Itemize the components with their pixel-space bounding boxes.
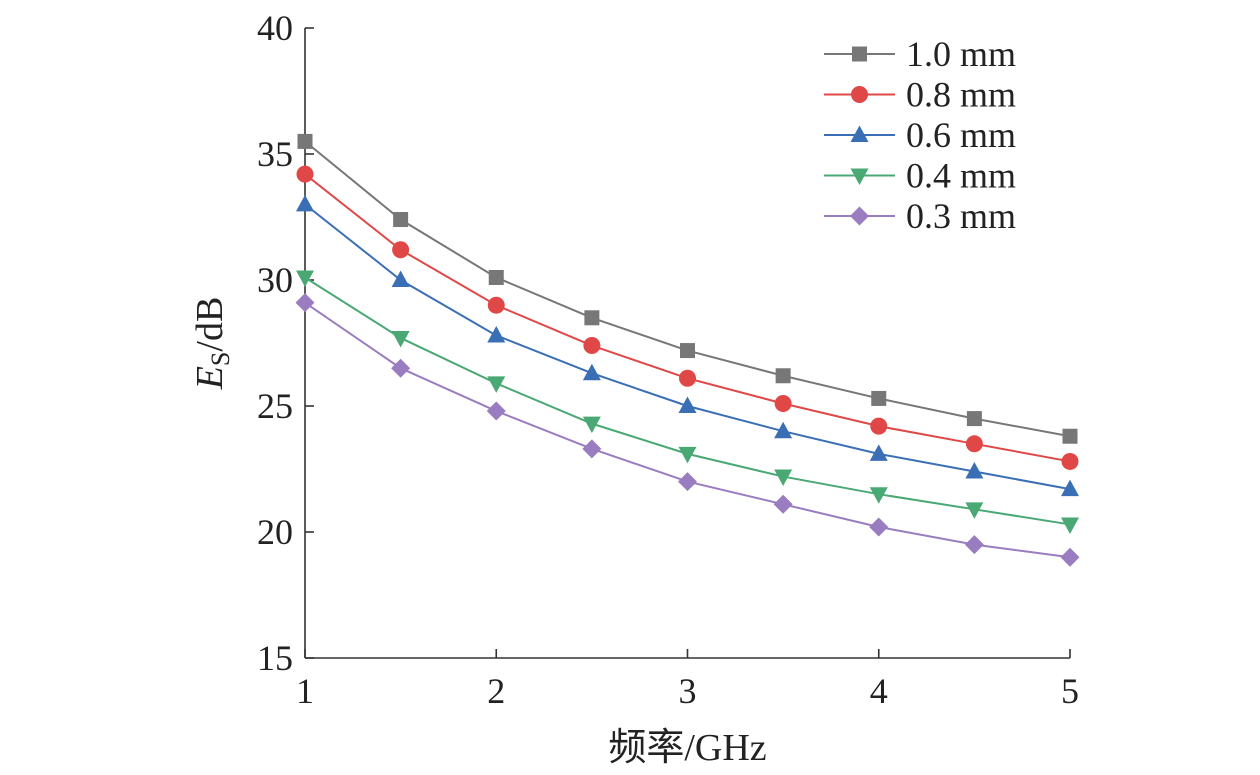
legend-marker bbox=[850, 168, 869, 185]
data-point bbox=[582, 363, 601, 381]
y-axis-title-unit: /dB bbox=[189, 297, 231, 352]
legend-label: 0.4 mm bbox=[906, 156, 1016, 196]
data-point bbox=[774, 469, 793, 487]
data-point bbox=[584, 310, 600, 326]
legend-item: 0.6 mm bbox=[824, 115, 1016, 155]
data-point bbox=[295, 293, 315, 313]
data-point bbox=[487, 296, 505, 314]
legend-marker bbox=[850, 206, 869, 226]
data-point bbox=[297, 133, 313, 149]
series-circle bbox=[296, 165, 1079, 470]
data-point bbox=[1061, 479, 1079, 497]
legend-marker bbox=[852, 46, 867, 62]
series-diamond bbox=[295, 293, 1080, 567]
data-point bbox=[582, 416, 601, 434]
legend-marker bbox=[850, 125, 869, 142]
data-point bbox=[871, 390, 887, 406]
data-point bbox=[582, 439, 602, 459]
y-axis-ticks: 15 20 25 30 35 40 bbox=[257, 8, 314, 678]
data-point bbox=[869, 444, 888, 461]
legend-item: 0.4 mm bbox=[824, 156, 1016, 196]
x-tick-label: 1 bbox=[296, 671, 314, 711]
legend: 1.0 mm0.8 mm0.6 mm0.4 mm0.3 mm bbox=[824, 34, 1016, 236]
data-point bbox=[773, 494, 793, 514]
data-point bbox=[1061, 452, 1079, 470]
data-point bbox=[1061, 517, 1079, 534]
x-axis-ticks: 1 2 3 4 5 bbox=[296, 649, 1079, 711]
data-point bbox=[1060, 547, 1080, 567]
data-point bbox=[965, 502, 984, 519]
series-layer bbox=[295, 133, 1080, 567]
data-point bbox=[487, 325, 506, 343]
data-point bbox=[870, 417, 888, 435]
x-tick-label: 4 bbox=[870, 671, 888, 711]
series-triangle-up bbox=[296, 194, 1079, 497]
legend-label: 0.3 mm bbox=[906, 196, 1016, 236]
data-point bbox=[486, 401, 506, 421]
data-point bbox=[869, 517, 889, 537]
data-point bbox=[392, 241, 410, 259]
data-point bbox=[964, 535, 984, 555]
x-tick-label: 3 bbox=[679, 671, 697, 711]
data-point bbox=[296, 165, 314, 183]
data-point bbox=[678, 446, 697, 464]
series-line bbox=[304, 301, 1071, 559]
data-point bbox=[965, 462, 984, 479]
data-point bbox=[679, 369, 696, 387]
legend-item: 1.0 mm bbox=[824, 34, 1016, 74]
y-tick-label: 30 bbox=[257, 260, 293, 300]
series-triangle-down bbox=[296, 270, 1079, 534]
legend-label: 0.6 mm bbox=[906, 115, 1016, 155]
legend-marker bbox=[851, 86, 868, 103]
y-axis-title: ES/dB bbox=[189, 297, 235, 391]
data-point bbox=[583, 337, 601, 355]
data-point bbox=[391, 330, 410, 348]
data-point bbox=[488, 269, 504, 285]
x-tick-label: 5 bbox=[1061, 671, 1079, 711]
y-tick-label: 25 bbox=[257, 386, 293, 426]
data-point bbox=[965, 435, 983, 453]
y-axis-title-sub: S bbox=[206, 352, 235, 366]
legend-label: 1.0 mm bbox=[906, 34, 1016, 74]
data-point bbox=[678, 396, 697, 413]
data-point bbox=[678, 472, 697, 492]
legend-item: 0.8 mm bbox=[824, 75, 1016, 115]
data-point bbox=[487, 376, 506, 393]
data-point bbox=[391, 270, 410, 287]
y-tick-label: 20 bbox=[257, 512, 293, 552]
data-point bbox=[296, 194, 314, 212]
legend-label: 0.8 mm bbox=[906, 75, 1016, 115]
data-point bbox=[1062, 428, 1078, 444]
data-point bbox=[391, 358, 411, 378]
y-tick-label: 40 bbox=[257, 8, 293, 48]
data-point bbox=[869, 487, 888, 504]
y-tick-label: 15 bbox=[257, 638, 293, 678]
data-point bbox=[393, 212, 409, 228]
data-point bbox=[680, 343, 695, 359]
y-axis-title-main: E bbox=[189, 366, 231, 390]
data-point bbox=[296, 270, 314, 287]
data-point bbox=[774, 394, 792, 412]
x-axis-title: 频率/GHz bbox=[608, 727, 766, 769]
series-square bbox=[297, 133, 1078, 444]
data-point bbox=[774, 421, 793, 439]
data-point bbox=[775, 368, 791, 384]
x-tick-label: 2 bbox=[487, 671, 505, 711]
legend-item: 0.3 mm bbox=[824, 196, 1016, 236]
data-point bbox=[966, 411, 982, 427]
y-tick-label: 35 bbox=[257, 134, 293, 174]
